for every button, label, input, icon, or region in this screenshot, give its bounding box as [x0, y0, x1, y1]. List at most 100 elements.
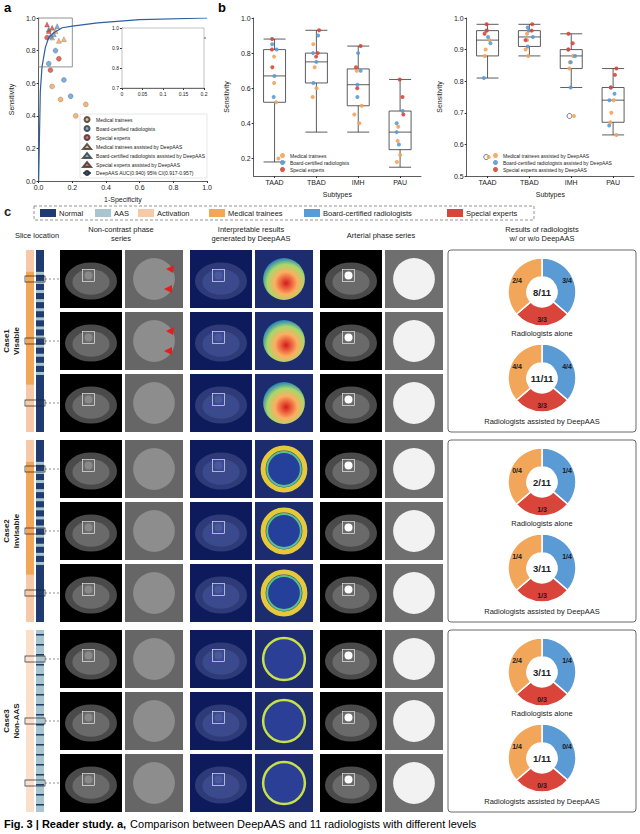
svg-text:Board-certified radiologists: Board-certified radiologists: [323, 209, 412, 218]
svg-text:Special experts: Special experts: [96, 135, 131, 141]
svg-text:0/3: 0/3: [537, 696, 547, 703]
svg-text:Radiologists assisted by DeepA: Radiologists assisted by DeepAAS: [484, 797, 599, 806]
svg-text:3/4: 3/4: [562, 277, 572, 284]
svg-text:Special experts: Special experts: [290, 167, 325, 173]
svg-text:1/4: 1/4: [562, 467, 572, 474]
svg-text:Board-certified radiologists: Board-certified radiologists: [96, 126, 156, 132]
svg-text:TBAD: TBAD: [307, 179, 326, 186]
svg-text:1/4: 1/4: [562, 553, 572, 560]
svg-text:Sensitivity: Sensitivity: [223, 81, 231, 113]
svg-text:1.0: 1.0: [454, 15, 464, 22]
svg-text:0.7: 0.7: [112, 85, 119, 91]
svg-text:0.05: 0.05: [138, 91, 148, 97]
svg-text:0.2: 0.2: [241, 155, 251, 162]
svg-text:0.2: 0.2: [67, 184, 77, 191]
svg-text:Radiologists alone: Radiologists alone: [511, 519, 572, 528]
svg-text:Normal: Normal: [59, 209, 84, 218]
svg-text:Results of radiologists: Results of radiologists: [505, 225, 579, 234]
svg-text:Special experts: Special experts: [466, 209, 518, 218]
svg-text:Non-AAS: Non-AAS: [12, 703, 21, 739]
svg-text:0.1: 0.1: [160, 91, 167, 97]
svg-text:1/3: 1/3: [537, 592, 547, 599]
svg-text:0.2: 0.2: [26, 145, 36, 152]
svg-text:4/4: 4/4: [562, 363, 572, 370]
svg-text:0.6: 0.6: [135, 184, 145, 191]
svg-text:Board-certified radiologists a: Board-certified radiologists assisted by…: [96, 153, 206, 159]
svg-text:Interpretable results: Interpretable results: [218, 225, 285, 234]
svg-text:0.4: 0.4: [241, 120, 251, 127]
svg-text:Radiologists alone: Radiologists alone: [511, 329, 572, 338]
svg-text:11/11: 11/11: [531, 373, 554, 384]
svg-text:1-Specificity: 1-Specificity: [104, 196, 142, 204]
svg-text:0.8: 0.8: [112, 65, 119, 71]
svg-text:Subtypes: Subtypes: [323, 191, 353, 199]
svg-text:2/4: 2/4: [512, 277, 522, 284]
svg-text:Visable: Visable: [12, 327, 21, 355]
svg-text:0/4: 0/4: [562, 743, 572, 750]
svg-text:Case3: Case3: [2, 709, 11, 733]
svg-text:Medical trainees: Medical trainees: [228, 209, 283, 218]
svg-text:Board-certified radiologists a: Board-certified radiologists assisted by…: [503, 160, 613, 166]
svg-text:2/4: 2/4: [512, 657, 522, 664]
svg-text:3/3: 3/3: [537, 402, 547, 409]
svg-text:0.4: 0.4: [101, 184, 111, 191]
svg-text:1/4: 1/4: [512, 743, 522, 750]
svg-text:1.0: 1.0: [241, 15, 251, 22]
svg-text:0.5: 0.5: [454, 173, 464, 180]
svg-text:generated by DeepAAS: generated by DeepAAS: [212, 234, 291, 243]
svg-text:1.0: 1.0: [26, 15, 36, 22]
svg-text:AAS: AAS: [114, 209, 129, 218]
svg-text:0.6: 0.6: [26, 80, 36, 87]
svg-text:3/3: 3/3: [537, 316, 547, 323]
svg-text:1/11: 1/11: [533, 753, 552, 764]
svg-text:DeepAAS AUC(0.940) 95% CI(0.91: DeepAAS AUC(0.940) 95% CI(0.917-0.957): [96, 170, 194, 176]
svg-text:Special experts assisted by De: Special experts assisted by DeepAAS: [96, 162, 181, 168]
svg-text:0.2: 0.2: [201, 91, 208, 97]
svg-text:IMH: IMH: [352, 179, 365, 186]
svg-text:Radiologists assisted by DeepA: Radiologists assisted by DeepAAS: [484, 417, 599, 426]
svg-text:series: series: [111, 234, 131, 243]
svg-text:0.6: 0.6: [454, 141, 464, 148]
svg-text:0.9: 0.9: [112, 45, 119, 51]
svg-text:0.8: 0.8: [26, 47, 36, 54]
svg-text:1.0: 1.0: [112, 25, 119, 31]
svg-text:PAU: PAU: [606, 179, 620, 186]
svg-text:0/4: 0/4: [512, 467, 522, 474]
svg-text:0: 0: [121, 91, 124, 97]
svg-text:Special experts assisted by De: Special experts assisted by DeepAAS: [503, 167, 588, 173]
svg-text:4/4: 4/4: [512, 363, 522, 370]
svg-text:TBAD: TBAD: [520, 179, 539, 186]
svg-text:Slice location: Slice location: [15, 231, 59, 240]
svg-text:1/4: 1/4: [562, 657, 572, 664]
svg-text:0.8: 0.8: [169, 184, 179, 191]
svg-text:Case1: Case1: [2, 329, 11, 353]
svg-text:Medical trainees assisted by D: Medical trainees assisted by DeepAAS: [96, 144, 183, 150]
svg-text:0.8: 0.8: [454, 78, 464, 85]
svg-text:0.0: 0.0: [34, 184, 44, 191]
svg-text:Non-contrast phase: Non-contrast phase: [88, 225, 153, 234]
svg-text:3/11: 3/11: [533, 667, 552, 678]
svg-text:0.8: 0.8: [241, 50, 251, 57]
svg-text:Case2: Case2: [2, 519, 11, 543]
svg-text:IMH: IMH: [565, 179, 578, 186]
svg-text:1/3: 1/3: [537, 506, 547, 513]
svg-text:Sensitivity: Sensitivity: [436, 81, 444, 113]
svg-text:8/11: 8/11: [533, 287, 552, 298]
svg-text:Radiologists alone: Radiologists alone: [511, 709, 572, 718]
svg-text:3/11: 3/11: [533, 563, 552, 574]
svg-text:Invisable: Invisable: [12, 513, 21, 548]
svg-text:Board-certified radiologists: Board-certified radiologists: [290, 160, 350, 166]
svg-text:PAU: PAU: [393, 179, 407, 186]
svg-text:TAAD: TAAD: [478, 179, 496, 186]
svg-text:0.15: 0.15: [179, 91, 189, 97]
svg-text:Arterial phase series: Arterial phase series: [347, 231, 416, 240]
svg-text:0.9: 0.9: [454, 46, 464, 53]
svg-text:Radiologists assisted by DeepA: Radiologists assisted by DeepAAS: [484, 607, 599, 616]
svg-text:2/11: 2/11: [533, 477, 552, 488]
svg-text:Subtypes: Subtypes: [536, 191, 566, 199]
svg-text:Medical trainees: Medical trainees: [290, 153, 327, 159]
svg-text:1/4: 1/4: [512, 553, 522, 560]
svg-text:0/3: 0/3: [537, 782, 547, 789]
svg-text:Medical trainees assisted by D: Medical trainees assisted by DeepAAS: [503, 153, 590, 159]
svg-text:Activation: Activation: [157, 209, 190, 218]
